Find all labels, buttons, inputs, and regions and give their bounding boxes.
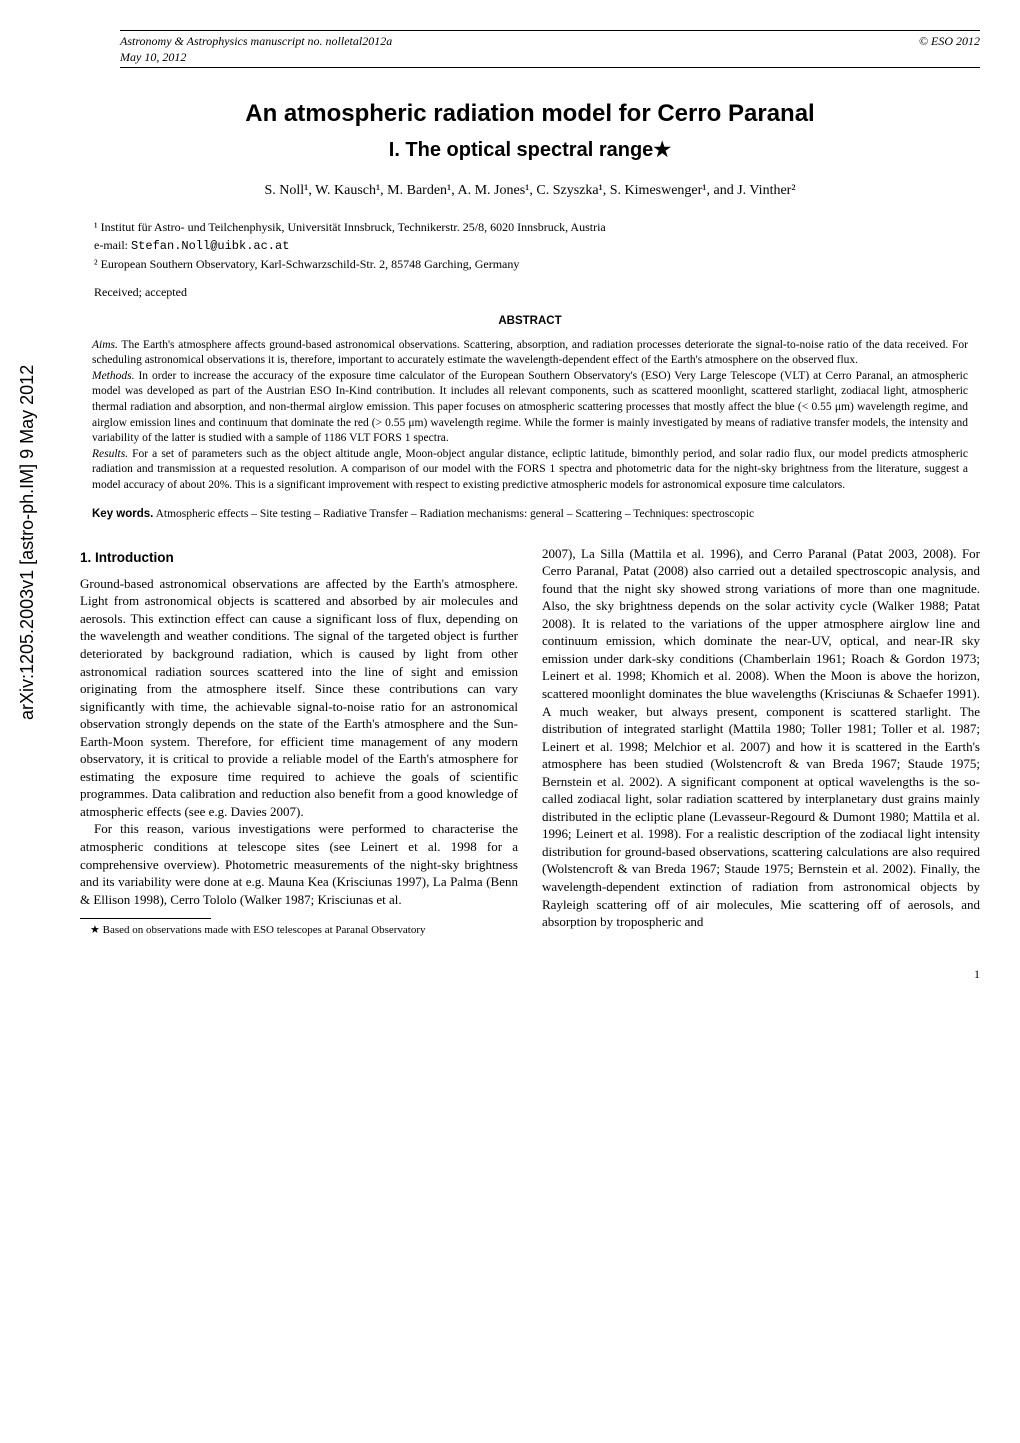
intro-p2: For this reason, various investigations … [80,820,518,908]
manuscript-header: Astronomy & Astrophysics manuscript no. … [120,30,980,68]
body-columns: 1. Introduction Ground-based astronomica… [80,545,980,938]
methods-text: In order to increase the accuracy of the… [92,370,968,444]
email-address: Stefan.Noll@uibk.ac.at [131,239,289,253]
aims-label: Aims. [92,339,118,351]
right-column: 2007), La Silla (Mattila et al. 1996), a… [542,545,980,938]
footnote-separator [80,918,211,919]
aims-text: The Earth's atmosphere affects ground-ba… [92,339,968,367]
methods-label: Methods. [92,370,134,382]
email-label: e-mail: [94,238,128,252]
keywords-line: Key words. Atmospheric effects – Site te… [92,507,968,523]
email-line: e-mail: Stefan.Noll@uibk.ac.at [94,237,980,254]
date-line: May 10, 2012 [120,50,186,64]
affiliation-1: ¹ Institut für Astro- und Teilchenphysik… [94,219,980,235]
abstract-body: Aims. The Earth's atmosphere affects gro… [92,338,968,493]
abstract-heading: ABSTRACT [80,314,980,330]
paper-subtitle: I. The optical spectral range★ [80,137,980,164]
keywords-label: Key words. [92,508,153,520]
intro-p2-cont: 2007), La Silla (Mattila et al. 1996), a… [542,545,980,931]
paper-title: An atmospheric radiation model for Cerro… [80,98,980,130]
affiliations: ¹ Institut für Astro- und Teilchenphysik… [94,219,980,273]
subtitle-text: I. The optical spectral range [389,139,654,161]
keywords-text: Atmospheric effects – Site testing – Rad… [153,508,754,520]
left-column: 1. Introduction Ground-based astronomica… [80,545,518,938]
arxiv-stamp: arXiv:1205.2003v1 [astro-ph.IM] 9 May 20… [15,365,39,720]
copyright-line: © ESO 2012 [919,33,980,65]
results-label: Results. [92,448,128,460]
received-line: Received; accepted [94,284,980,300]
page-number: 1 [80,966,980,982]
results-text: For a set of parameters such as the obje… [92,448,968,491]
footnote-star: ★ Based on observations made with ESO te… [80,923,518,938]
affiliation-2: ² European Southern Observatory, Karl-Sc… [94,256,980,272]
journal-line: Astronomy & Astrophysics manuscript no. … [120,34,392,48]
subtitle-star: ★ [653,139,671,161]
section-1-heading: 1. Introduction [80,549,518,567]
intro-p1: Ground-based astronomical observations a… [80,575,518,821]
authors-line: S. Noll¹, W. Kausch¹, M. Barden¹, A. M. … [80,182,980,201]
